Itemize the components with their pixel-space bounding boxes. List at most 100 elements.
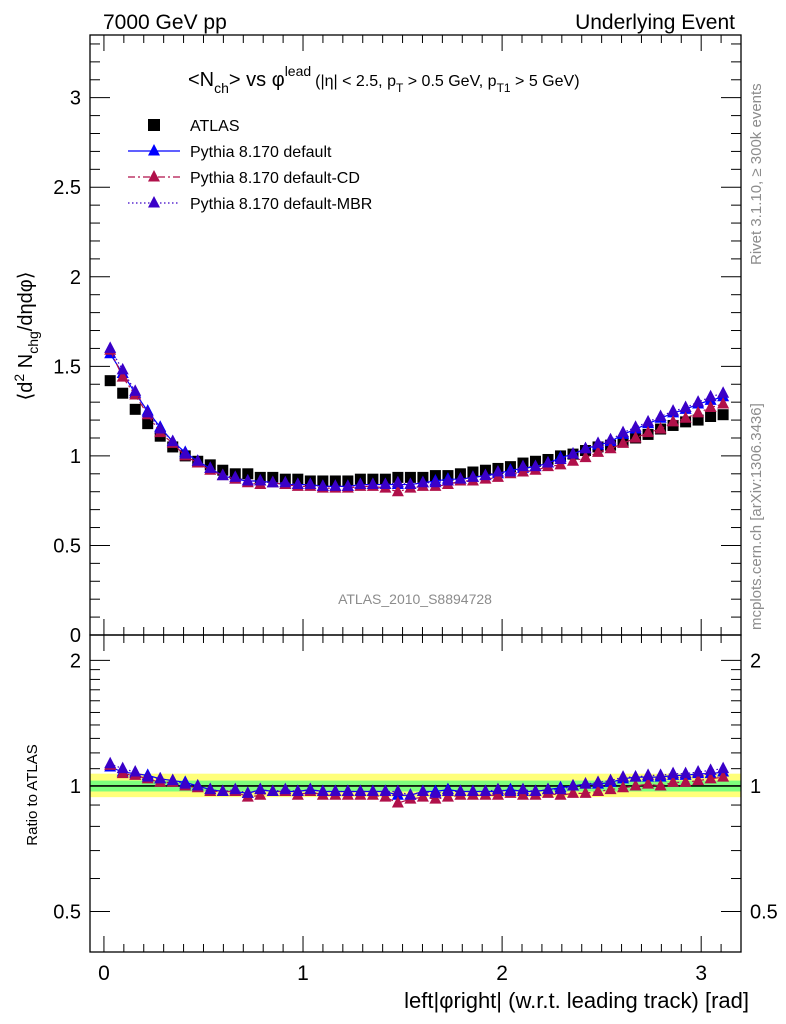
mc-data-point [604,432,617,445]
mc-data-point [241,473,254,486]
mc-data-point [604,441,617,454]
mc-data-point [129,384,142,396]
mc-data-point [329,479,342,491]
x-tick-label: 1 [297,962,309,985]
legend-label: Pythia 8.170 default-MBR [190,196,372,213]
mc-data-point [254,473,267,486]
ratio-y-tick-label-right: 0.5 [750,902,778,924]
plot-title: <Nch> vs φlead(|η| < 2.5, pT > 0.5 GeV, … [188,63,580,96]
mc-data-point [366,477,379,490]
ratio-y-tick-label: 2 [70,650,81,672]
mc-data-point [304,477,317,490]
atlas-data-point [692,414,704,426]
x-tick-label: 0 [98,962,110,985]
mc-data-point [592,436,605,448]
legend-label: Pythia 8.170 default-CD [190,170,360,187]
atlas-data-point [142,418,154,430]
atlas-data-point [705,410,717,422]
mc-data-point [504,465,517,477]
legend-label: ATLAS [190,118,240,135]
ratio-data-point [579,786,592,798]
y-axis-label-main: ⟨d2 Nchg/dηdφ⟩ [11,271,41,400]
analysis-id-label: ATLAS_2010_S8894728 [338,591,492,607]
mc-data-point [579,450,592,463]
legend: ATLAS Pythia 8.170 default Pythia 8.170 de… [128,118,372,213]
legend-marker-atlas [148,119,160,131]
mc-data-point [429,475,442,488]
legend-marker-triangle [148,170,160,182]
ratio-data-point [429,786,442,798]
y-tick-label: 2.5 [53,177,81,199]
ratio-series-line [109,763,724,796]
ratio-data-point [554,782,567,795]
atlas-data-point [117,387,129,399]
mc-data-point [617,436,630,448]
mc-data-point [416,475,429,488]
ratio-data-point [654,768,667,780]
y-axis-label-ratio: Ratio to ATLAS [24,744,41,845]
ratio-data-point [617,770,630,782]
ratio-data-point [229,782,242,795]
ratio-data-point [104,756,117,769]
mc-data-point [279,475,292,488]
ratio-y-tick-label: 1 [70,776,81,798]
y-tick-label: 3 [70,88,81,110]
mc-data-point [104,341,117,353]
ratio-data-point [717,761,730,774]
mc-data-point [554,452,567,464]
legend-label: Pythia 8.170 default [190,144,332,161]
rivet-version-label: Rivet 3.1.10, ≥ 300k events [748,83,765,265]
ratio-data-point [629,778,642,791]
mc-data-point [404,477,417,490]
mc-data-point [354,477,367,490]
mc-data-point [541,456,554,468]
ratio-data-point [179,777,192,789]
ratio-y-tick-label-right: 1 [750,776,761,798]
ratio-data-point [491,782,504,795]
mc-data-point [491,465,504,477]
ratio-data-point [692,764,705,777]
ratio-y-tick-label: 0.5 [53,902,81,924]
mc-data-point [454,472,467,484]
main-plot-frame [89,34,742,636]
mc-data-point [516,459,529,472]
y-tick-label: 2 [70,267,81,289]
ratio-data-point [241,786,254,798]
ratio-data-point [204,782,217,795]
ratio-data-point [567,778,580,791]
mc-data-point [717,386,730,398]
mc-data-point [717,396,730,409]
mc-data-point [291,477,304,490]
mc-data-point [266,475,279,488]
atlas-data-point [717,409,729,421]
x-tick-label: 2 [496,962,508,985]
ratio-data-point [254,782,267,795]
mc-data-point [166,434,179,447]
ratio-plot-frame [89,634,742,953]
atlas-data-point [104,375,116,387]
ratio-data-point [291,784,304,796]
mc-data-point [567,447,580,459]
atlas-data-point [404,471,416,483]
ratio-data-point [516,782,529,795]
mc-data-point [479,468,492,481]
mc-data-point [679,400,692,413]
x-tick-label: 3 [695,962,707,985]
ratio-data-point [466,784,479,796]
series-line [109,349,724,493]
mc-data-point [116,362,129,375]
ratio-data-point [604,773,617,786]
mc-data-point [642,425,655,438]
header-right: Underlying Event [575,11,735,34]
mc-data-point [617,425,630,438]
ratio-data-point [629,770,642,782]
ratio-data-point [654,778,667,791]
ratio-data-point [479,784,492,796]
mc-data-point [592,445,605,457]
mc-data-point [529,459,542,472]
mc-data-point [642,414,655,427]
ratio-data-point [354,784,367,796]
header-left: 7000 GeV pp [103,11,227,34]
series-line [109,348,724,487]
ratio-data-point [304,782,317,795]
